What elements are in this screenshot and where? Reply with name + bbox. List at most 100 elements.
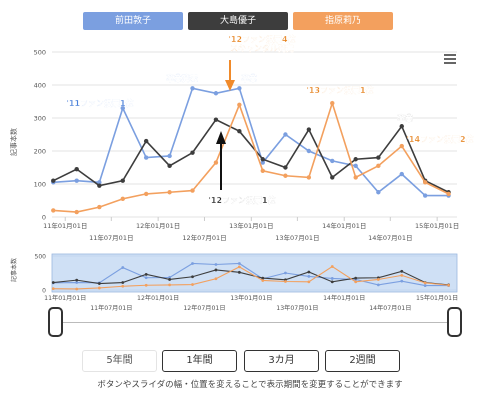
navigator-point [330, 277, 334, 280]
navigator-point [307, 270, 311, 274]
x-tick-label: 13年07月01日 [275, 233, 319, 242]
navigator-x-tick-label: 13年01月01日 [230, 294, 272, 302]
navigator-point [168, 283, 172, 287]
navigator-point [423, 281, 427, 285]
navigator-point [400, 273, 404, 277]
chart-menu-icon[interactable] [444, 54, 456, 64]
range-button[interactable]: 1年間 [162, 350, 237, 372]
data-point [283, 165, 288, 170]
x-tick-label: 11年07月01日 [89, 233, 133, 242]
range-button[interactable]: 2週間 [325, 350, 400, 372]
navigator-y-axis-label: 記事本数 [10, 258, 18, 282]
navigator-point [400, 269, 404, 273]
navigator-point [284, 271, 287, 275]
navigator-y-tick-label: 0 [42, 288, 46, 295]
navigator-point [144, 276, 148, 280]
main-y-tick-labels: 0 100 200 300 400 500 [34, 49, 46, 222]
navigator-x-tick-label: 14年07月01日 [369, 304, 411, 312]
data-point [120, 196, 125, 202]
annotation-label: '13ファン投票1位 [306, 85, 373, 95]
navigator-point [237, 262, 241, 265]
navigator-x-tick-label: 12年07月01日 [183, 304, 225, 312]
annotation-label: '14ファン投票2位 [406, 134, 473, 144]
navigator-point [376, 278, 380, 281]
data-point [376, 190, 381, 195]
navigator-point [97, 286, 101, 290]
navigator-point [121, 284, 125, 288]
navigator-x-tick-label: 12年01月01日 [137, 294, 179, 302]
navigator-point [237, 270, 241, 274]
navigator-point [191, 262, 194, 265]
navigator-point [191, 283, 194, 286]
data-point [283, 132, 288, 137]
data-point [422, 180, 428, 185]
navigator-x-tick-label: 13年07月01日 [276, 304, 318, 312]
main-series [51, 86, 451, 215]
data-point [422, 193, 428, 198]
navigator-point [261, 279, 265, 282]
x-tick-label: 14年01月01日 [322, 221, 366, 230]
y-tick-label: 500 [34, 49, 46, 57]
range-button[interactable]: 5年間 [82, 350, 157, 372]
data-point [399, 171, 404, 177]
x-tick-label: 14年07月01日 [368, 233, 412, 242]
data-point [306, 127, 312, 132]
data-point [260, 168, 265, 173]
legend-item[interactable]: 指原莉乃 [293, 12, 393, 30]
navigator-point [144, 272, 148, 276]
navigator-gridlines [52, 255, 457, 291]
navigator-point [354, 276, 358, 280]
data-point [213, 117, 219, 122]
data-point [51, 178, 56, 183]
range-slider-right-handle[interactable] [447, 307, 462, 337]
range-button[interactable]: 3カ月 [244, 350, 319, 372]
data-point [74, 209, 79, 215]
y-tick-label: 0 [42, 214, 46, 222]
data-point [143, 155, 149, 160]
data-point [213, 160, 219, 165]
data-point [376, 155, 381, 160]
data-point [167, 163, 172, 169]
data-point [353, 157, 358, 162]
navigator-x-tick-label: 11年01月01日 [44, 294, 86, 302]
navigator-point [144, 283, 148, 287]
navigator-point [376, 283, 380, 287]
main-x-tick-labels: 11年01月01日 12年01月01日 13年01月01日 14年01月01日 15年0… [43, 217, 459, 242]
navigator-point [330, 280, 334, 284]
legend-item[interactable]: 前田敦子 [83, 12, 183, 30]
range-slider-track[interactable] [50, 322, 460, 323]
x-tick-label: 12年07月01日 [182, 233, 226, 242]
annotation-arrow-black [216, 131, 226, 190]
data-point [213, 91, 219, 96]
data-point [330, 158, 335, 164]
navigator-point [447, 283, 450, 287]
series-line-0 [53, 87, 449, 197]
navigator-point [237, 265, 241, 269]
annotation-label: '11ファン投票1位 [66, 98, 133, 108]
annotation-label: '12ファン投票1位 [208, 195, 275, 205]
y-tick-label: 100 [34, 181, 46, 189]
annotation-arrow-orange [225, 60, 235, 91]
navigator-series [51, 262, 450, 291]
annotation-label: 卒業 [241, 73, 258, 83]
range-slider-left-handle[interactable] [48, 307, 63, 337]
legend-item[interactable]: 大島優子 [188, 12, 288, 30]
data-point [330, 100, 335, 106]
x-tick-label: 15年01月01日 [415, 221, 459, 230]
data-point [353, 175, 358, 180]
data-point [283, 173, 288, 178]
annotation-label: '12ファン投票4位スキャンダル発覚 [228, 34, 295, 53]
x-tick-label: 12年01月01日 [136, 221, 180, 230]
data-point [74, 178, 79, 183]
navigator-point [168, 276, 172, 279]
data-point [446, 191, 451, 197]
data-point [260, 160, 265, 165]
navigator-point [51, 281, 55, 284]
data-point [237, 86, 242, 91]
navigator-series-line-1 [53, 269, 449, 286]
series-line-2 [53, 100, 449, 213]
navigator-point [75, 281, 79, 284]
data-point [97, 204, 102, 210]
